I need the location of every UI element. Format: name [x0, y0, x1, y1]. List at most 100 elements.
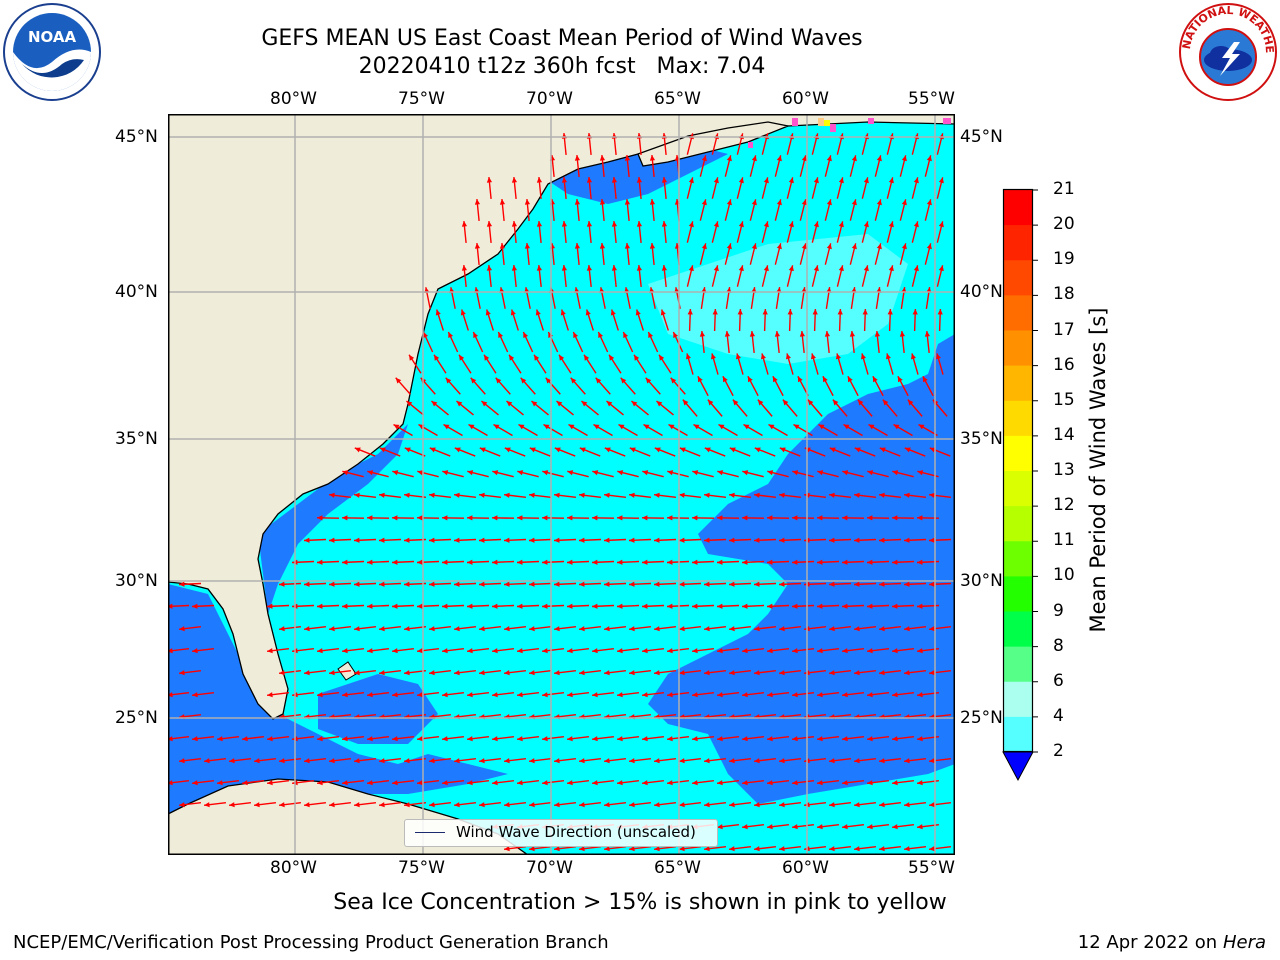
- wind-wave-arrow-head: [217, 736, 223, 742]
- wind-wave-arrow-head: [504, 537, 510, 543]
- lon-label-bottom-80w: 80°W: [270, 858, 317, 878]
- wind-wave-arrow-head: [874, 331, 881, 337]
- wind-wave-arrow-head: [417, 470, 424, 476]
- wind-wave-arrow-head: [554, 447, 561, 453]
- map-legend: Wind Wave Direction (unscaled): [404, 819, 718, 847]
- wind-wave-arrow-head: [529, 846, 535, 852]
- lon-label-top-55w: 55°W: [908, 89, 955, 109]
- wind-wave-arrow-head: [479, 802, 485, 808]
- colorbar-segment: [1003, 576, 1033, 612]
- wind-wave-arrow-head: [542, 736, 548, 742]
- wind-wave-arrow-head: [929, 492, 935, 498]
- wind-wave-arrow-head: [704, 537, 710, 543]
- wind-wave-arrow-head: [367, 515, 373, 521]
- wind-wave-arrow-head: [729, 537, 735, 543]
- wind-wave-arrow-head: [738, 221, 744, 228]
- wind-wave-arrow-head: [779, 758, 785, 764]
- wind-wave-arrow-head: [754, 758, 760, 764]
- wind-wave-arrow-head: [629, 670, 635, 676]
- wind-wave-arrow-head: [279, 670, 285, 676]
- wind-wave-arrow-head: [468, 424, 475, 430]
- wind-wave-arrow-head: [511, 265, 517, 271]
- wind-wave-arrow-head: [829, 802, 835, 808]
- wind-wave-arrow-head: [892, 692, 898, 698]
- wind-wave-arrow-head: [342, 515, 348, 521]
- wind-wave-arrow-head: [762, 309, 768, 315]
- colorbar-tick-label: 9: [1053, 600, 1064, 621]
- lon-label-top-65w: 65°W: [654, 89, 701, 109]
- wind-wave-arrow-head: [817, 824, 823, 830]
- wind-wave-arrow-head: [495, 377, 502, 384]
- wind-wave-arrow-head: [692, 603, 698, 609]
- wind-wave-arrow-head: [754, 537, 760, 543]
- wind-wave-arrow-head: [579, 537, 585, 543]
- wind-wave-arrow-head: [329, 581, 335, 587]
- wind-wave-arrow-head: [542, 780, 548, 786]
- wind-wave-arrow-head: [367, 603, 373, 609]
- wind-wave-arrow-head: [317, 692, 323, 698]
- wind-wave-arrow-head: [904, 846, 910, 852]
- wind-wave-arrow-head: [204, 802, 210, 808]
- wind-wave-arrow-head: [654, 447, 661, 453]
- wind-wave-arrow-head: [242, 780, 248, 786]
- wind-wave-arrow-head: [832, 399, 839, 406]
- wind-wave-arrow-head: [504, 758, 510, 764]
- wind-wave-arrow-head: [529, 626, 535, 632]
- wind-wave-arrow-head: [479, 581, 485, 587]
- wind-wave-arrow-head: [851, 155, 857, 162]
- wind-wave-arrow-head: [442, 648, 448, 654]
- wind-wave-arrow-head: [604, 670, 610, 676]
- wind-wave-arrow-head: [586, 221, 593, 227]
- colorbar-segment: [1003, 716, 1033, 753]
- wind-wave-arrow-head: [304, 626, 310, 632]
- wind-wave-arrow-head: [192, 603, 198, 609]
- wind-wave-arrow-head: [729, 492, 735, 498]
- wind-wave-arrow-head: [529, 447, 536, 453]
- wind-wave-arrow-head: [829, 447, 836, 453]
- wind-wave-arrow-head: [654, 758, 660, 764]
- wind-wave-arrow-head: [688, 265, 694, 272]
- wind-wave-arrow-head: [929, 670, 935, 676]
- wind-wave-arrow-head: [787, 309, 793, 315]
- wind-wave-arrow-head: [585, 309, 591, 316]
- wind-wave-arrow-head: [567, 692, 573, 698]
- wind-wave-arrow-head: [317, 736, 323, 742]
- wind-wave-arrow-head: [817, 603, 823, 609]
- wind-wave-arrow-head: [517, 470, 524, 476]
- wind-wave-arrow-head: [624, 243, 631, 249]
- wind-wave-arrow-head: [824, 331, 831, 337]
- colorbar-tick-label: 19: [1053, 249, 1075, 270]
- wind-wave-arrow-head: [511, 221, 518, 227]
- wind-wave-arrow-head: [393, 424, 400, 430]
- wind-wave-arrow-head: [611, 177, 618, 183]
- wind-wave-arrow-head: [442, 515, 448, 521]
- wind-wave-arrow-head: [763, 265, 769, 272]
- wind-wave-arrow-head: [737, 309, 743, 315]
- wind-wave-arrow-head: [917, 515, 923, 521]
- wind-wave-arrow-head: [470, 377, 477, 384]
- wind-wave-arrow-head: [829, 670, 835, 676]
- wind-wave-arrow-head: [429, 802, 435, 808]
- wind-wave-arrow-head: [879, 581, 885, 587]
- wind-wave-arrow-head: [531, 401, 538, 407]
- wind-wave-arrow-head: [857, 399, 864, 406]
- wind-wave-arrow-head: [581, 401, 588, 407]
- wind-wave-arrow-head: [486, 221, 493, 227]
- wind-wave-arrow-head: [492, 515, 498, 521]
- wind-wave-arrow-head: [623, 332, 629, 339]
- wind-wave-arrow-head: [882, 399, 889, 406]
- wind-wave-arrow-head: [554, 537, 560, 543]
- wind-wave-arrow-head: [429, 626, 435, 632]
- wind-wave-arrow-head: [826, 199, 832, 206]
- wind-wave-arrow-head: [717, 824, 723, 830]
- wind-wave-arrow-head: [747, 376, 753, 383]
- wind-wave-arrow-head: [479, 626, 485, 632]
- wind-wave-arrow-head: [486, 265, 492, 271]
- wind-wave-arrow-head: [460, 309, 466, 316]
- wind-wave-arrow-head: [817, 648, 823, 654]
- wind-wave-arrow-head: [342, 692, 348, 698]
- wind-wave-arrow-head: [604, 846, 610, 852]
- wind-wave-arrow-head: [717, 603, 723, 609]
- graticule: [168, 114, 955, 855]
- wind-wave-arrow-head: [645, 377, 652, 384]
